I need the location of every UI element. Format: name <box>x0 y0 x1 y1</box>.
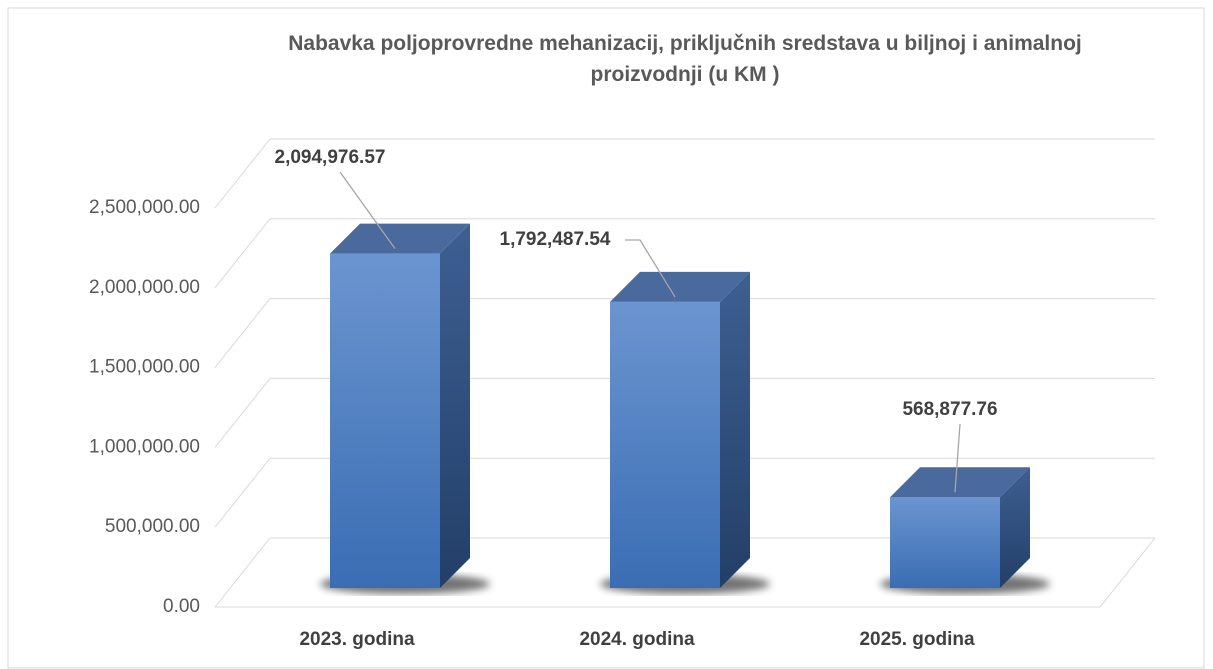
data-label: 2,094,976.57 <box>275 147 386 168</box>
bar-top <box>330 223 470 254</box>
grid-diagonal <box>214 537 271 608</box>
grid-diagonal <box>214 298 271 368</box>
y-tick-label: 500,000.00 <box>105 516 200 537</box>
grid-diagonal <box>214 378 271 448</box>
floor-right <box>1099 537 1156 608</box>
bar-front <box>330 253 440 589</box>
y-tick-label: 2,000,000.00 <box>89 277 200 298</box>
y-tick-label: 2,500,000.00 <box>89 197 200 218</box>
bar-top <box>610 271 750 302</box>
chart-border <box>7 7 1205 669</box>
y-tick-label: 0.00 <box>163 596 200 617</box>
chart-title: Nabavka poljoprovredne mehanizacij, prik… <box>288 32 1082 86</box>
x-tick-label: 2025. godina <box>859 629 975 650</box>
x-tick-label: 2023. godina <box>299 629 415 650</box>
grid-diagonal <box>214 457 271 528</box>
bar-side <box>440 223 470 589</box>
leader-line <box>339 171 396 250</box>
leader-line <box>625 239 676 298</box>
y-tick-label: 1,000,000.00 <box>89 436 200 457</box>
bar-front <box>890 497 1000 588</box>
data-label: 1,792,487.54 <box>500 229 611 250</box>
x-tick-label: 2024. godina <box>579 629 695 650</box>
grid-diagonal <box>214 138 271 209</box>
bar-top <box>890 467 1030 498</box>
bar-front <box>610 301 720 588</box>
leader-line <box>954 423 961 493</box>
bar-side <box>720 271 750 588</box>
grid-diagonal <box>214 218 271 289</box>
bar-side <box>1000 467 1030 588</box>
y-tick-label: 1,500,000.00 <box>89 357 200 378</box>
data-label: 568,877.76 <box>902 399 997 420</box>
